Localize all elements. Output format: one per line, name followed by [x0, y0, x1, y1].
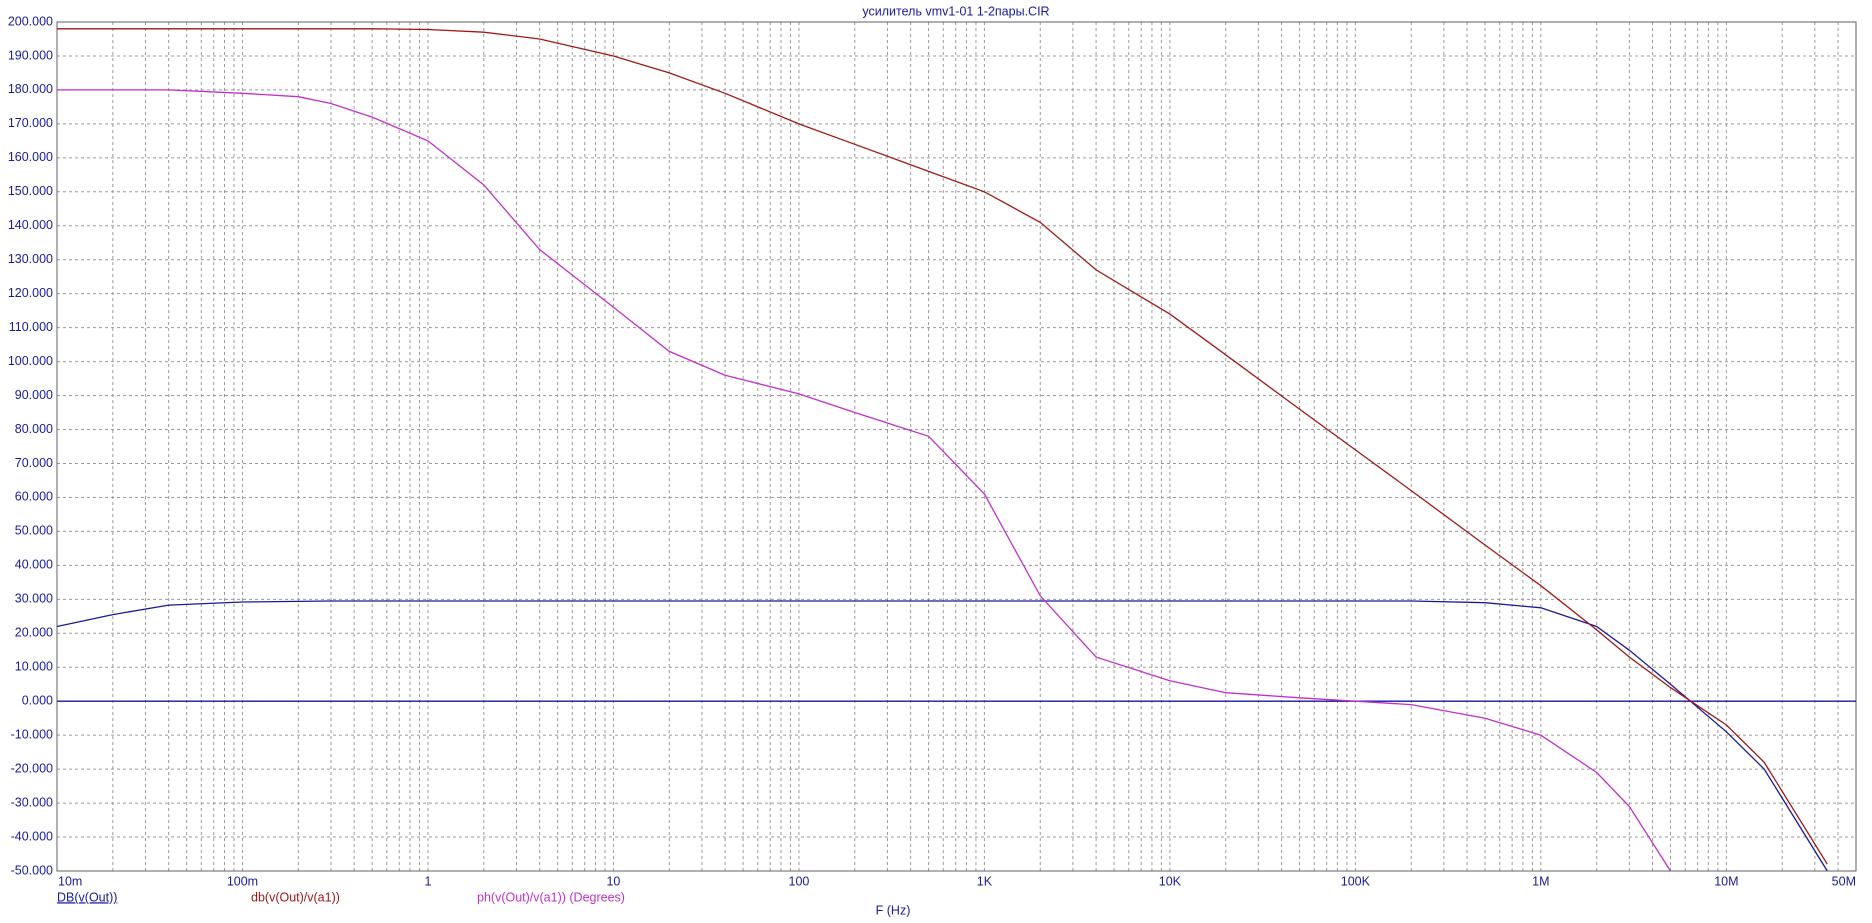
y-tick-label: 50.000	[15, 524, 53, 538]
x-tick-label: 10K	[1159, 874, 1182, 888]
y-tick-label: 10.000	[15, 660, 53, 674]
x-tick-label: 1M	[1532, 874, 1549, 888]
chart-title: усилитель vmv1-01 1-2пары.CIR	[862, 4, 1049, 18]
series-line	[56, 600, 1828, 872]
y-tick-label: 200.000	[8, 14, 53, 28]
y-tick-label: 80.000	[15, 422, 53, 436]
y-tick-label: 90.000	[15, 388, 53, 402]
x-axis-label: F (Hz)	[876, 903, 911, 917]
y-tick-label: 120.000	[8, 286, 53, 300]
x-tick-label: 1K	[977, 874, 993, 888]
y-tick-label: -30.000	[11, 795, 53, 809]
x-tick-label: 50M	[1832, 874, 1856, 888]
y-tick-label: 190.000	[8, 48, 53, 62]
y-tick-label: -10.000	[11, 727, 53, 741]
x-tick-label: 1	[424, 874, 431, 888]
y-tick-label: -20.000	[11, 761, 53, 775]
y-tick-label: 180.000	[8, 82, 53, 96]
series-line	[57, 89, 1672, 872]
y-tick-label: 170.000	[8, 116, 53, 130]
x-tick-label: 100	[789, 874, 810, 888]
y-tick-label: -40.000	[11, 829, 53, 843]
y-tick-label: 150.000	[8, 184, 53, 198]
x-tick-label: 10m	[58, 874, 82, 888]
x-tick-label: 100K	[1341, 874, 1371, 888]
x-tick-label: 10M	[1714, 874, 1738, 888]
y-tick-label: 0.000	[22, 693, 53, 707]
y-tick-label: 40.000	[15, 558, 53, 572]
y-tick-label: 20.000	[15, 626, 53, 640]
legend-entry: ph(v(Out)/v(a1)) (Degrees)	[477, 890, 625, 904]
y-tick-label: 30.000	[15, 592, 53, 606]
y-tick-label: 110.000	[9, 320, 53, 334]
y-tick-label: -50.000	[11, 863, 53, 877]
y-tick-label: 130.000	[8, 252, 53, 266]
series-line	[57, 28, 1828, 865]
legend-entry: db(v(Out)/v(a1))	[251, 890, 340, 904]
y-tick-label: 60.000	[15, 490, 53, 504]
y-tick-label: 140.000	[8, 218, 53, 232]
y-tick-label: 70.000	[15, 456, 53, 470]
x-tick-label: 100m	[227, 874, 258, 888]
legend-entry: DB(v(Out))	[57, 890, 117, 904]
y-tick-label: 100.000	[8, 354, 53, 368]
y-tick-label: 160.000	[8, 150, 53, 164]
plot-frame	[56, 21, 1857, 872]
x-tick-label: 10	[606, 874, 620, 888]
